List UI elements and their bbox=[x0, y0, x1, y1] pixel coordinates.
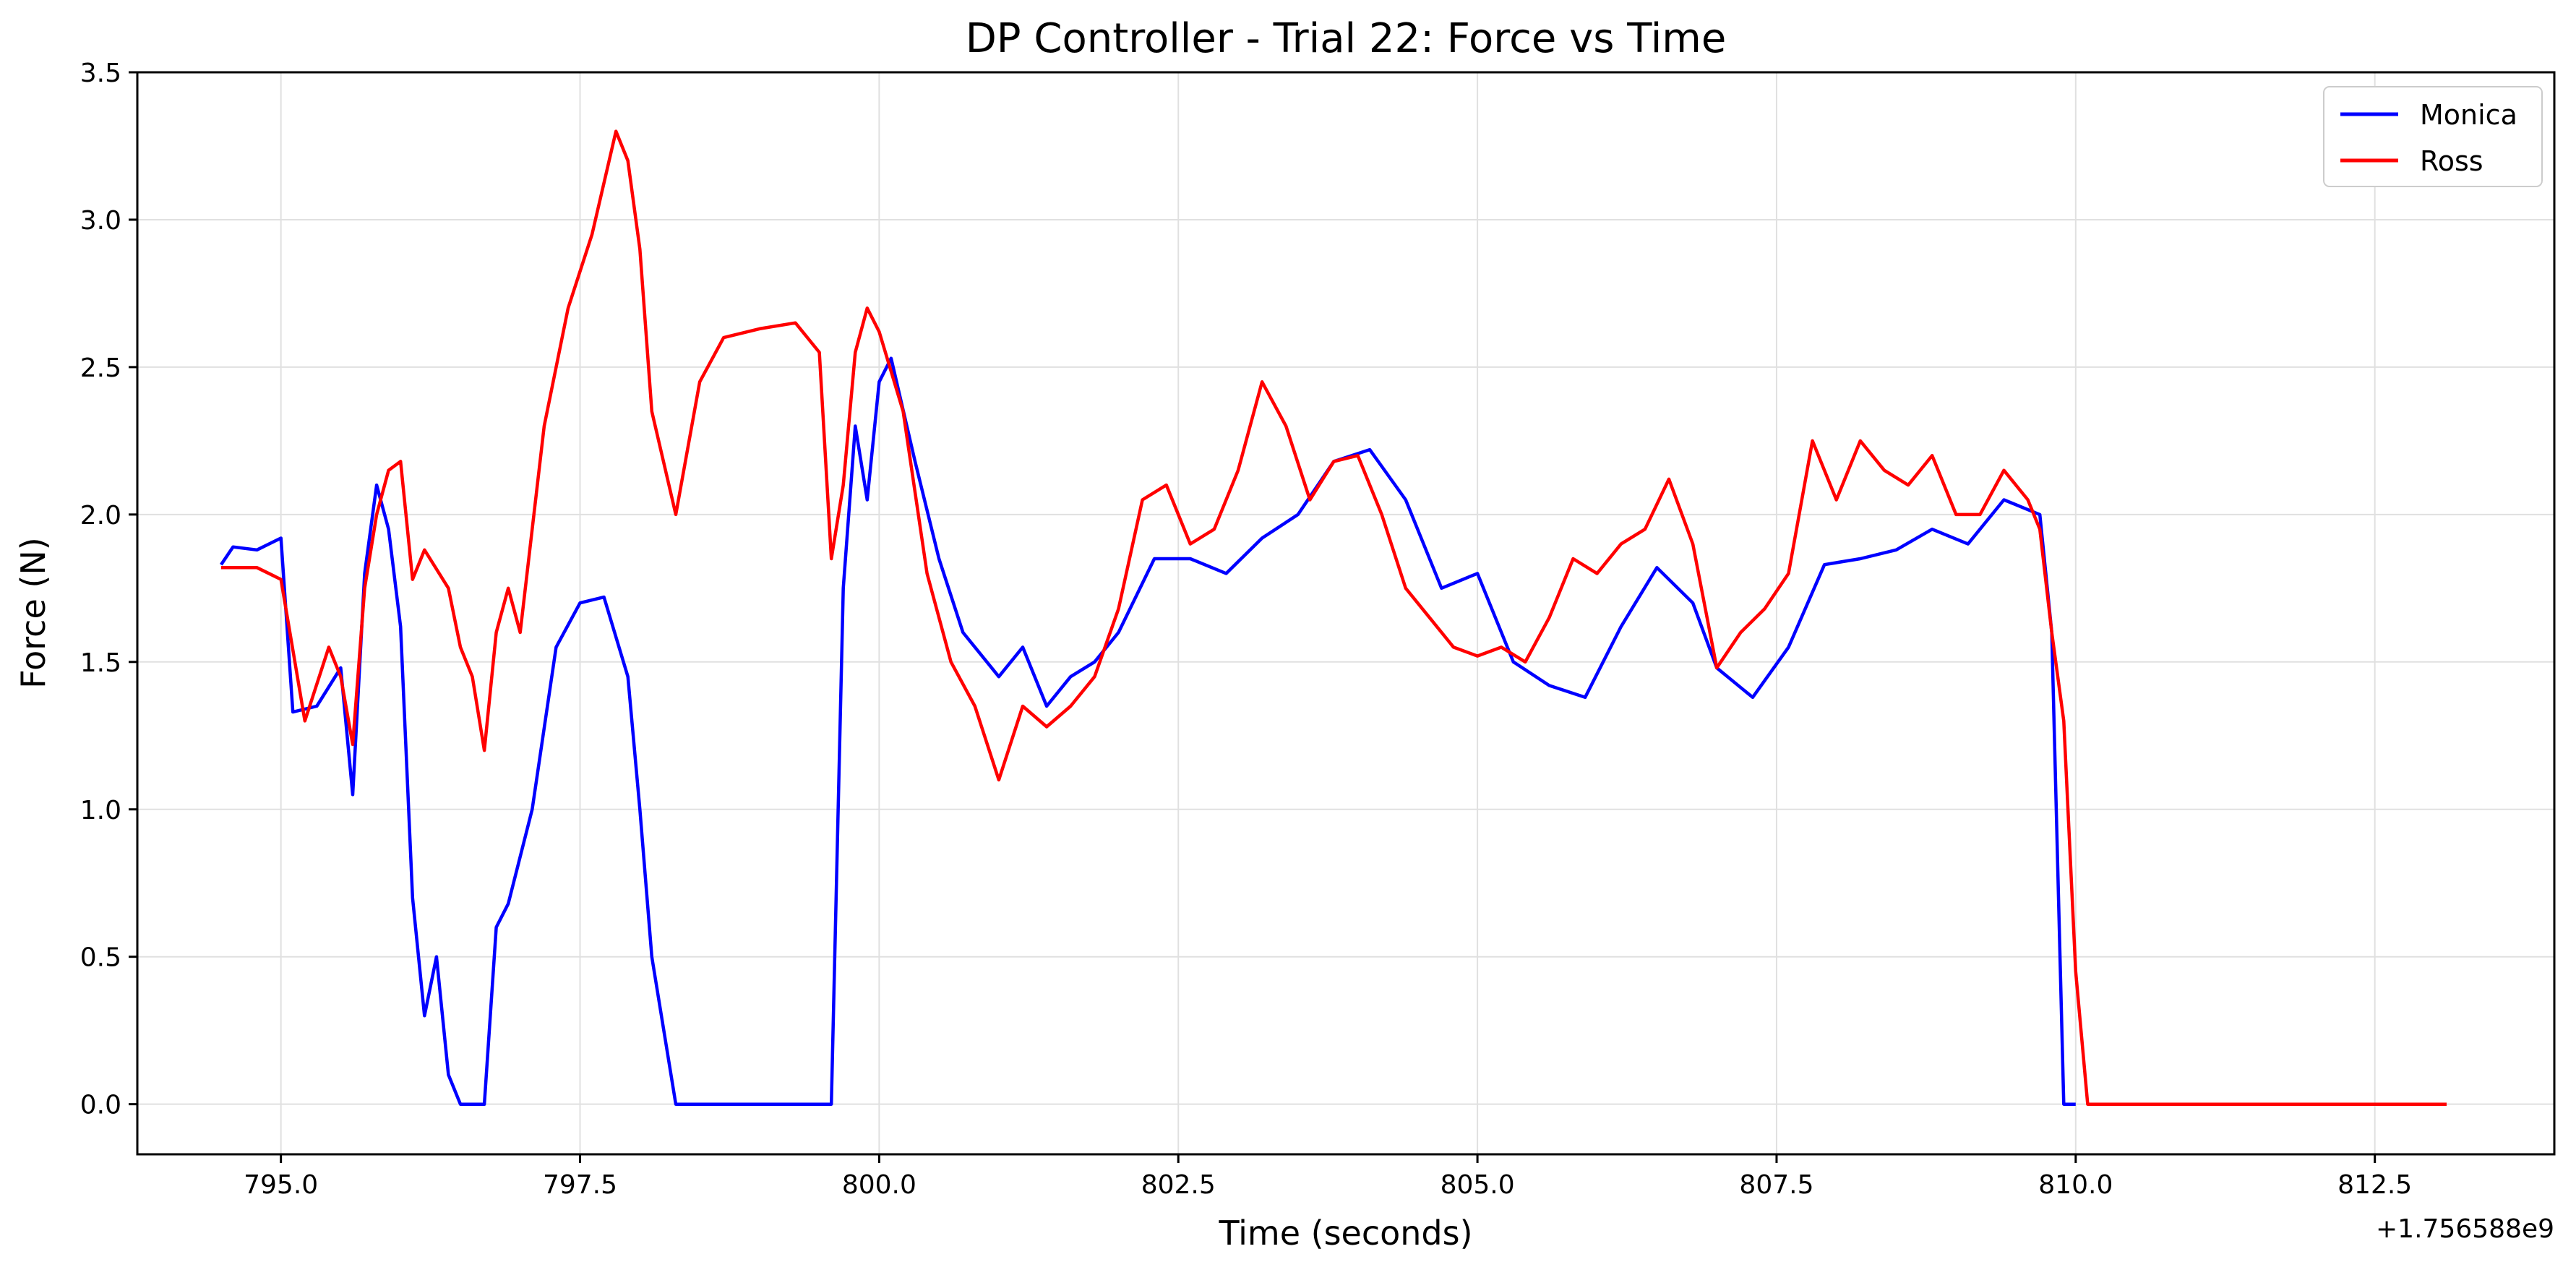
chart-title: DP Controller - Trial 22: Force vs Time bbox=[966, 15, 1727, 62]
x-axis-offset-label: +1.756588e9 bbox=[2376, 1214, 2554, 1244]
y-tick-label: 3.0 bbox=[80, 206, 121, 236]
x-tick-label: 807.5 bbox=[1739, 1170, 1813, 1200]
y-tick-label: 0.0 bbox=[80, 1091, 121, 1120]
legend: Monica Ross bbox=[2323, 86, 2543, 187]
legend-label-ross: Ross bbox=[2420, 145, 2483, 177]
y-axis-label: Force (N) bbox=[14, 537, 53, 688]
y-tick-label: 0.5 bbox=[80, 943, 121, 973]
x-tick-label: 805.0 bbox=[1441, 1170, 1515, 1200]
plot-frame bbox=[136, 71, 2556, 1156]
y-tick-label: 1.0 bbox=[80, 796, 121, 825]
x-axis-label: Time (seconds) bbox=[1218, 1214, 1472, 1253]
series-line-ross bbox=[220, 129, 2447, 1106]
series-line-monica bbox=[220, 356, 2076, 1106]
y-tick-label: 3.5 bbox=[80, 59, 121, 88]
y-tick-label: 1.5 bbox=[80, 648, 121, 678]
legend-label-monica: Monica bbox=[2420, 99, 2517, 131]
y-tick-label: 2.5 bbox=[80, 353, 121, 383]
x-tick-label: 797.5 bbox=[543, 1170, 617, 1200]
x-tick-label: 800.0 bbox=[842, 1170, 916, 1200]
y-tick-label: 2.0 bbox=[80, 501, 121, 531]
x-tick-label: 795.0 bbox=[244, 1170, 318, 1200]
x-tick-label: 802.5 bbox=[1141, 1170, 1216, 1200]
x-tick-label: 812.5 bbox=[2337, 1170, 2412, 1200]
x-tick-label: 810.0 bbox=[2038, 1170, 2113, 1200]
